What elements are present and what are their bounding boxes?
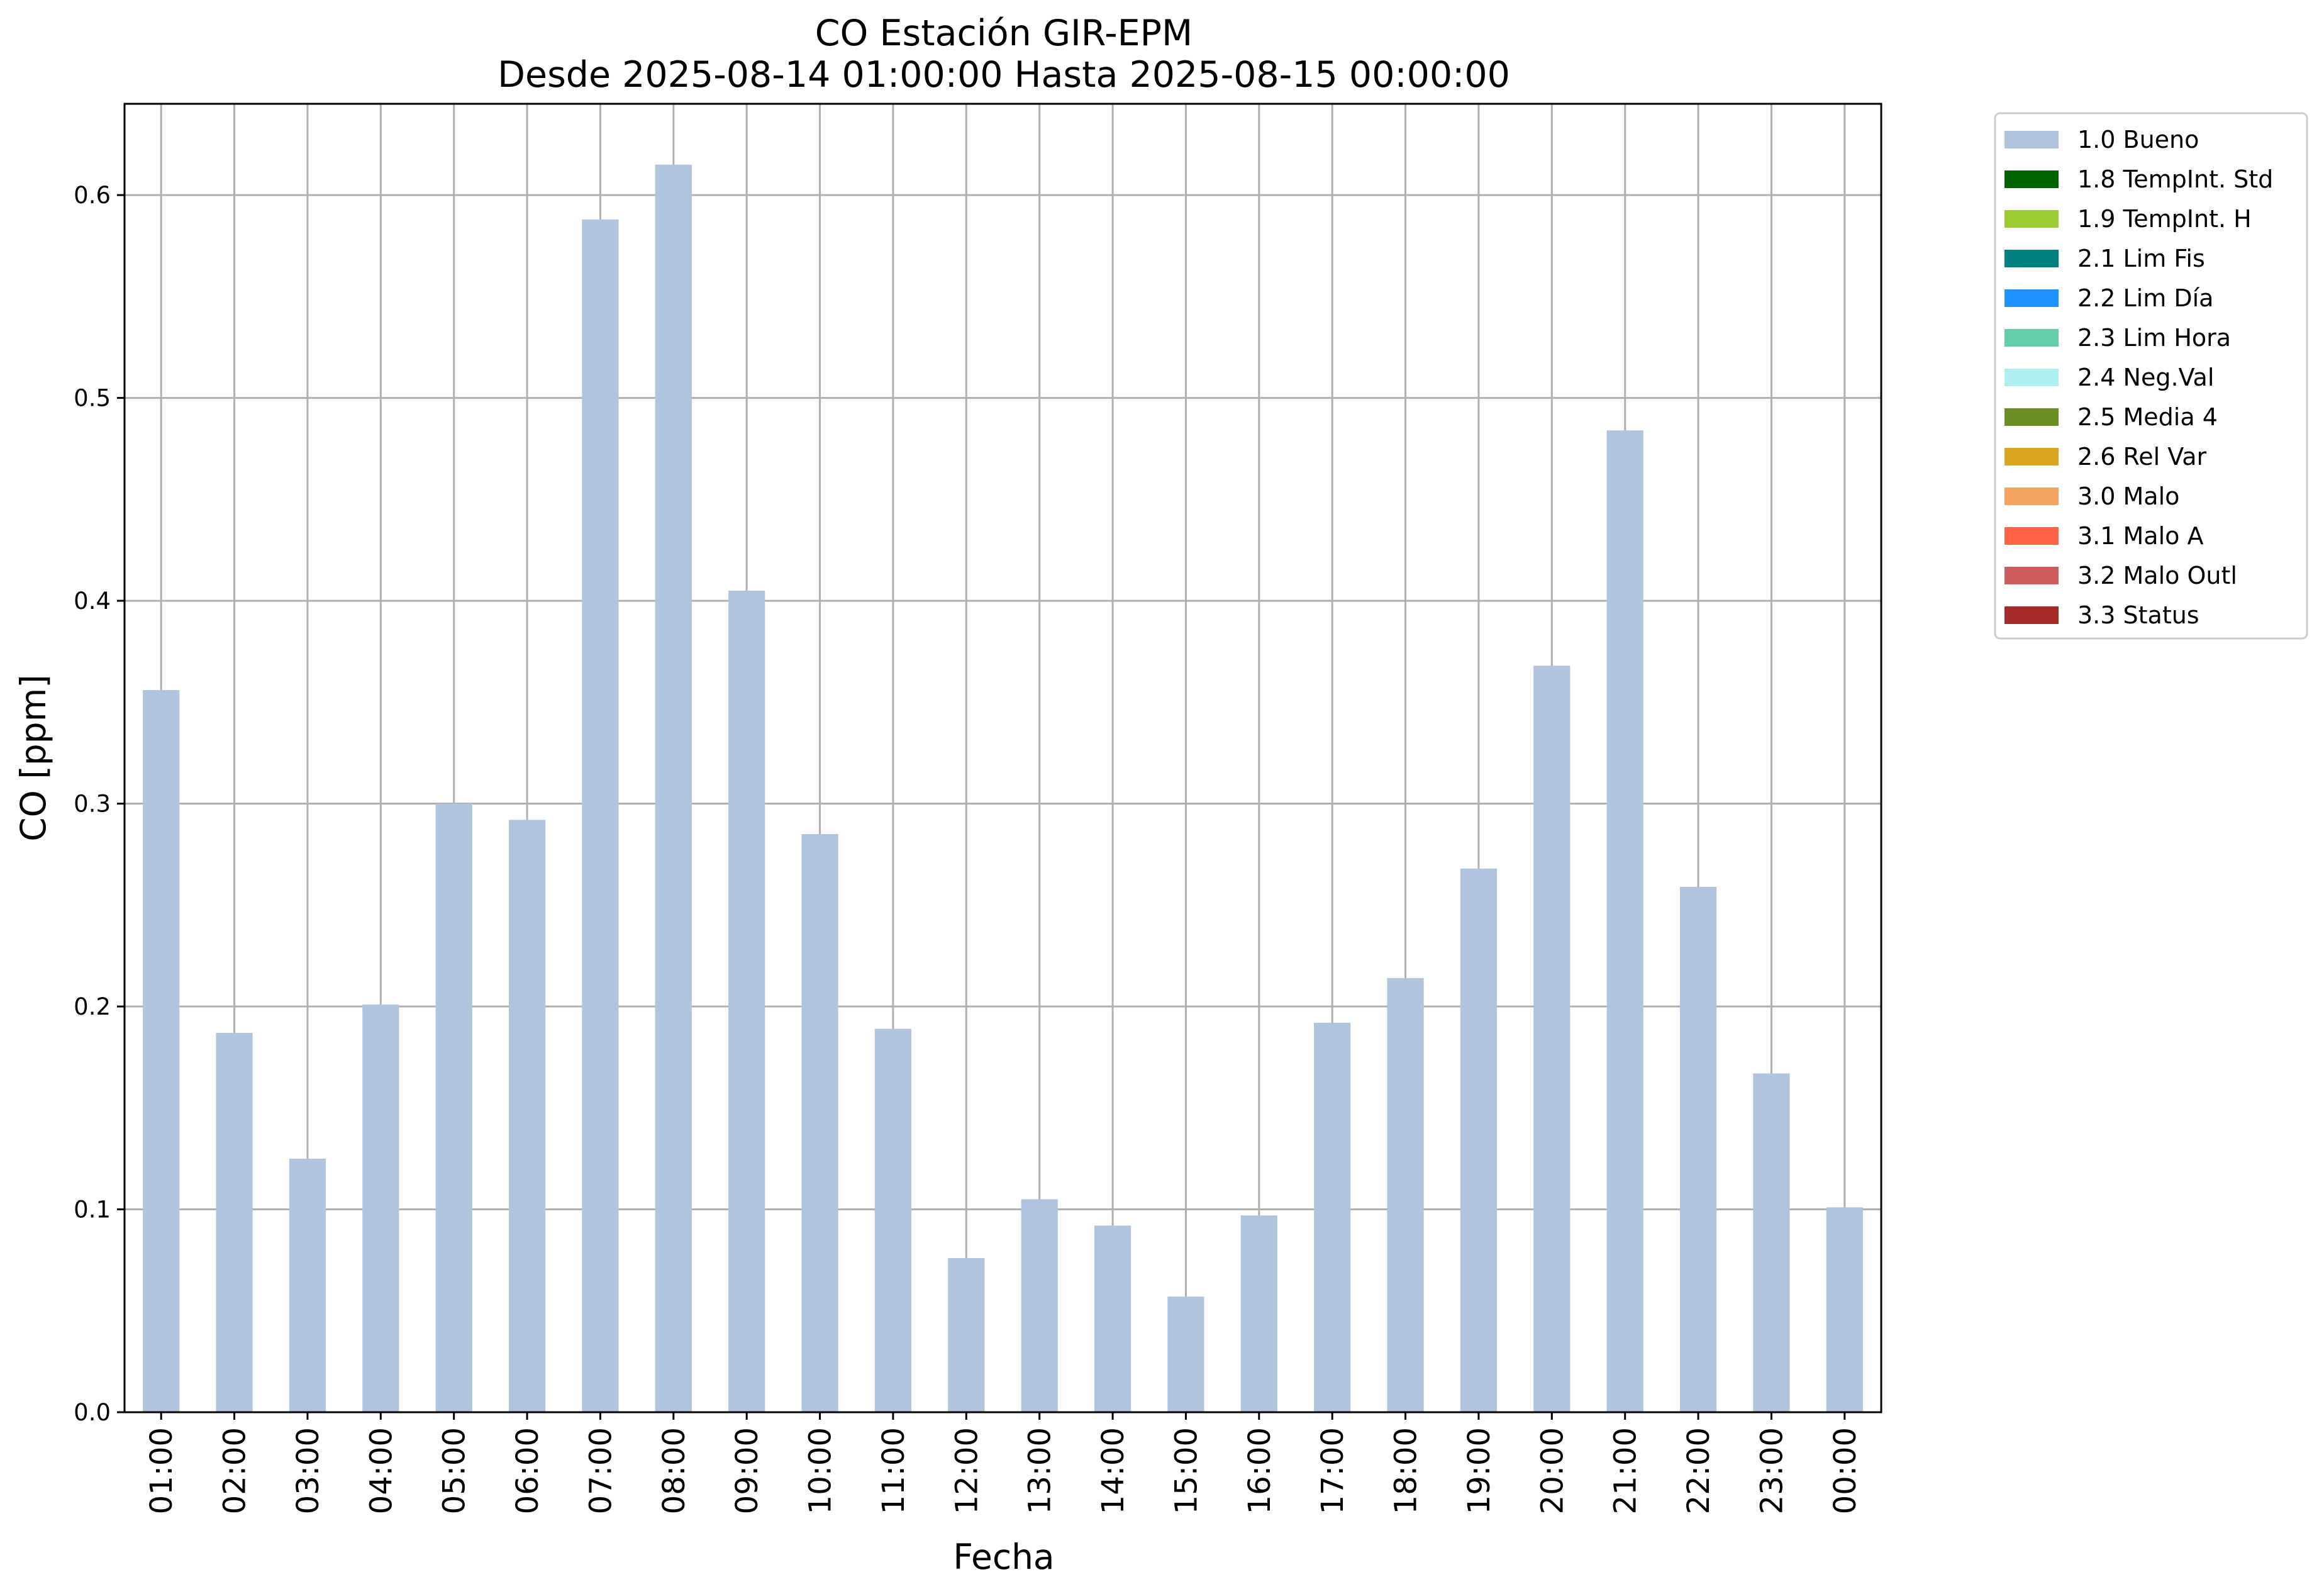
x-axis-label: Fecha [953, 1537, 1054, 1577]
bar-07:00 [582, 219, 619, 1412]
x-tick-label: 18:00 [1389, 1427, 1424, 1514]
plot-frame [123, 103, 1882, 1413]
x-tick-label: 02:00 [218, 1427, 253, 1514]
bar-04:00 [362, 1004, 399, 1412]
x-tick-label: 19:00 [1462, 1427, 1497, 1514]
bar-03:00 [289, 1158, 326, 1412]
bar-20:00 [1533, 666, 1571, 1412]
x-tick-label: 15:00 [1169, 1427, 1204, 1514]
legend-swatch [2004, 527, 2059, 545]
x-axis-ticks: 01:00 02:00 03:00 04:00 05:00 06:00 07:00 08:00… [144, 1412, 1863, 1514]
y-tick-label: 0.4 [74, 588, 111, 615]
y-tick-label: 0.2 [74, 993, 111, 1020]
chart-subtitle: Desde 2025-08-14 01:00:00 Hasta 2025-08-… [498, 54, 1510, 96]
y-tick-label: 0.6 [74, 182, 111, 209]
legend-swatch [2004, 488, 2059, 505]
y-tick-label: 0.3 [74, 791, 111, 818]
legend-swatch [2004, 170, 2059, 188]
legend-swatch [2004, 408, 2059, 426]
legend-label: 3.0 Malo [2077, 482, 2179, 510]
bars [143, 164, 1863, 1413]
bar-23:00 [1753, 1073, 1790, 1412]
bar-19:00 [1460, 868, 1498, 1412]
bar-22:00 [1679, 886, 1717, 1412]
bar-05:00 [435, 803, 472, 1412]
legend-label: 2.4 Neg.Val [2077, 364, 2214, 391]
x-tick-label: 09:00 [730, 1427, 765, 1514]
x-tick-label: 04:00 [364, 1427, 399, 1514]
x-tick-label: 12:00 [949, 1427, 984, 1514]
x-tick-label: 17:00 [1315, 1427, 1350, 1514]
x-tick-label: 20:00 [1535, 1427, 1570, 1514]
legend-label: 3.3 Status [2077, 601, 2199, 629]
legend-label: 2.3 Lim Hora [2077, 324, 2231, 352]
x-tick-label: 07:00 [583, 1427, 618, 1514]
x-tick-label: 14:00 [1096, 1427, 1131, 1514]
bar-01:00 [143, 689, 180, 1412]
x-tick-label: 05:00 [437, 1427, 472, 1514]
legend-swatch [2004, 250, 2059, 267]
bar-08:00 [655, 164, 692, 1413]
legend-label: 2.1 Lim Fis [2077, 245, 2205, 272]
legend-label: 2.5 Media 4 [2077, 403, 2218, 431]
y-axis-label: CO [ppm] [13, 674, 53, 842]
legend-label: 3.1 Malo A [2077, 522, 2203, 550]
x-tick-label: 11:00 [876, 1427, 911, 1514]
x-tick-label: 03:00 [291, 1427, 326, 1514]
bar-11:00 [874, 1028, 912, 1412]
bar-06:00 [508, 820, 546, 1412]
bar-17:00 [1314, 1022, 1351, 1412]
y-axis-ticks: 0.0 0.1 0.2 0.3 0.4 0.5 0.6 [74, 182, 125, 1426]
y-tick-label: 0.5 [74, 385, 111, 412]
y-tick-label: 0.1 [74, 1196, 111, 1223]
legend-label: 3.2 Malo Outl [2077, 562, 2237, 589]
legend-swatch [2004, 210, 2059, 228]
x-tick-label: 13:00 [1023, 1427, 1058, 1514]
legend-label: 1.9 TempInt. H [2077, 205, 2252, 233]
bar-15:00 [1167, 1296, 1204, 1412]
bar-16:00 [1240, 1215, 1277, 1412]
bar-18:00 [1387, 978, 1424, 1412]
bar-21:00 [1606, 430, 1643, 1412]
bar-13:00 [1021, 1199, 1058, 1412]
bar-09:00 [728, 590, 765, 1412]
legend-swatch [2004, 567, 2059, 584]
bar-10:00 [801, 833, 838, 1412]
legend-frame [1994, 112, 2308, 640]
y-tick-label: 0.0 [74, 1399, 111, 1426]
x-tick-label: 22:00 [1681, 1427, 1716, 1514]
legend-swatch [2004, 289, 2059, 307]
legend-items: 1.0 Bueno 1.8 TempInt. Std 1.9 TempInt. H 2… [2004, 126, 2273, 629]
legend-swatch [2004, 448, 2059, 465]
bar-14:00 [1094, 1225, 1131, 1412]
x-tick-label: 00:00 [1828, 1427, 1863, 1514]
x-tick-label: 23:00 [1754, 1427, 1789, 1514]
x-tick-label: 06:00 [510, 1427, 545, 1514]
legend: 1.0 Bueno 1.8 TempInt. Std 1.9 TempInt. H 2… [1994, 112, 2308, 640]
legend-swatch [2004, 131, 2059, 148]
legend-swatch [2004, 606, 2059, 624]
legend-label: 2.2 Lim Día [2077, 284, 2213, 312]
x-tick-label: 10:00 [803, 1427, 838, 1514]
x-tick-label: 08:00 [657, 1427, 692, 1514]
bar-02:00 [216, 1032, 253, 1412]
bar-12:00 [948, 1257, 985, 1412]
legend-swatch [2004, 329, 2059, 347]
legend-label: 2.6 Rel Var [2077, 443, 2207, 471]
chart-title: CO Estación GIR-EPM [815, 13, 1193, 54]
x-tick-label: 01:00 [144, 1427, 179, 1514]
bar-00:00 [1826, 1207, 1863, 1412]
x-tick-label: 16:00 [1242, 1427, 1277, 1514]
legend-label: 1.0 Bueno [2077, 126, 2199, 153]
legend-swatch [2004, 369, 2059, 386]
x-tick-label: 21:00 [1608, 1427, 1643, 1514]
legend-label: 1.8 TempInt. Std [2077, 165, 2273, 193]
